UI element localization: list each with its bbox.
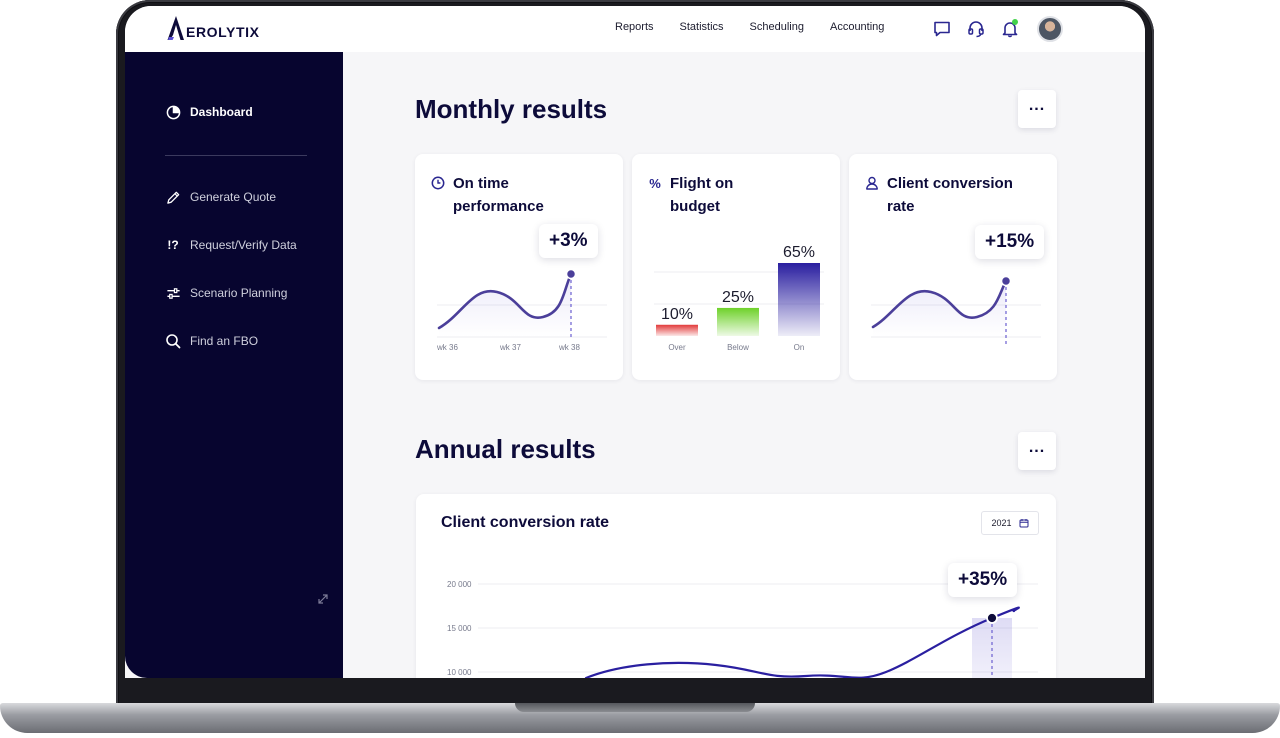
bar-value-label: 10%: [661, 306, 693, 323]
clock-icon: [431, 176, 445, 190]
monthly-results-title: Monthly results: [415, 94, 608, 124]
nav-statistics[interactable]: Statistics: [679, 21, 724, 33]
client-conversion-chart: [871, 275, 1041, 344]
on-time-chart: wk 36 wk 37 wk 38: [436, 268, 607, 352]
annual-results-title: Annual results: [415, 434, 596, 464]
annual-card-title: Client conversion rate: [441, 514, 610, 531]
logo-text: EROLYTIX: [186, 24, 260, 40]
nav-accounting[interactable]: Accounting: [829, 21, 885, 33]
logo-mark-icon: [167, 16, 184, 40]
pencil-icon: [165, 189, 181, 205]
laptop-notch: [515, 703, 755, 712]
user-icon: [865, 176, 879, 190]
annual-conversion-card: Client conversion rate 2021 20 000 15 00…: [416, 494, 1056, 678]
y-tick-label: 20 000: [447, 580, 472, 589]
sidebar-item-label: Generate Quote: [190, 190, 277, 204]
card-header: Client conversion rate: [865, 172, 1013, 218]
annual-conversion-chart: 20 000 15 000 10 000: [447, 580, 1038, 678]
sidebar-item-scenario-planning[interactable]: Scenario Planning: [165, 285, 287, 301]
top-nav: Reports Statistics Scheduling Accounting: [615, 21, 884, 33]
collapse-sidebar-icon[interactable]: [317, 592, 329, 610]
card-title: Flight on budget: [670, 172, 733, 218]
card-flight-on-budget: % Flight on budget 10% Over 25% Below 65% On: [632, 154, 840, 380]
x-tick-label: On: [794, 343, 805, 352]
card-title-line: Client conversion: [887, 175, 1013, 192]
notification-dot: [1012, 19, 1018, 25]
card-title-line: On time: [453, 175, 509, 192]
top-bar: EROLYTIX Reports Statistics Scheduling A…: [125, 6, 1145, 52]
headset-icon[interactable]: [965, 18, 987, 40]
card-title-line: budget: [670, 198, 720, 215]
bar-over: [656, 324, 698, 336]
card-title-line: rate: [887, 198, 915, 215]
bar-value-label: 65%: [783, 244, 815, 261]
card-title: Client conversion rate: [887, 172, 1013, 218]
sidebar: Dashboard Generate Quote !? Request/Veri…: [125, 52, 343, 678]
sidebar-item-label: Request/Verify Data: [190, 238, 297, 252]
avatar[interactable]: [1037, 16, 1063, 42]
bar-value-label: 25%: [722, 289, 754, 306]
highlight-point: [1000, 275, 1012, 287]
logo[interactable]: EROLYTIX: [167, 15, 260, 41]
pie-chart-icon: [165, 104, 181, 120]
nav-reports[interactable]: Reports: [615, 21, 654, 33]
chat-icon[interactable]: [931, 18, 953, 40]
value-tooltip: +15%: [975, 225, 1045, 259]
year-picker[interactable]: 2021: [981, 511, 1039, 535]
value-tooltip: +35%: [948, 563, 1018, 597]
card-title-line: performance: [453, 198, 544, 215]
sidebar-item-request-verify-data[interactable]: !? Request/Verify Data: [165, 237, 297, 253]
y-tick-label: 15 000: [447, 624, 472, 633]
series-line: [437, 272, 573, 330]
app-screen: EROLYTIX Reports Statistics Scheduling A…: [125, 6, 1145, 678]
area-fill: [439, 274, 571, 337]
sidebar-item-label: Scenario Planning: [190, 286, 288, 300]
nav-scheduling[interactable]: Scheduling: [749, 21, 804, 33]
search-icon: [165, 333, 181, 349]
sidebar-item-generate-quote[interactable]: Generate Quote: [165, 189, 276, 205]
monthly-more-button[interactable]: ...: [1018, 90, 1056, 128]
top-icons: [931, 16, 1063, 42]
sidebar-item-dashboard[interactable]: Dashboard: [165, 104, 253, 120]
x-tick-label: wk 36: [436, 343, 458, 352]
card-title-line: Flight on: [670, 175, 734, 192]
sidebar-item-label: Dashboard: [190, 105, 253, 119]
x-tick-label: Over: [668, 343, 686, 352]
more-icon: ...: [1028, 439, 1046, 456]
year-value: 2021: [991, 518, 1012, 528]
flight-budget-chart: 10% Over 25% Below 65% On: [654, 244, 824, 352]
x-tick-label: wk 38: [558, 343, 580, 352]
card-header: % Flight on budget: [648, 172, 733, 218]
bar-below: [717, 307, 759, 336]
exclaim-question-icon: !?: [167, 238, 179, 252]
value-tooltip: +3%: [539, 224, 598, 258]
sidebar-divider: [165, 155, 307, 156]
percent-icon: %: [649, 175, 661, 191]
sliders-icon: [165, 285, 181, 301]
card-client-conversion: Client conversion rate +15%: [849, 154, 1057, 380]
bar-on: [778, 263, 820, 336]
sidebar-item-label: Find an FBO: [190, 334, 259, 348]
card-header: On time performance: [431, 172, 544, 218]
sidebar-item-find-fbo[interactable]: Find an FBO: [165, 333, 258, 349]
y-tick-label: 10 000: [447, 668, 472, 677]
card-title: On time performance: [453, 172, 544, 218]
series-line: [871, 279, 1008, 329]
series-line: [584, 606, 1020, 678]
bell-icon[interactable]: [999, 18, 1021, 40]
card-on-time-performance: On time performance wk 36 wk 37 wk 38 +3…: [415, 154, 623, 380]
area-fill: [873, 281, 1006, 337]
x-tick-label: wk 37: [499, 343, 521, 352]
highlight-point: [986, 612, 998, 624]
more-icon: ...: [1028, 97, 1046, 114]
highlight-point: [565, 268, 577, 280]
annual-more-button[interactable]: ...: [1018, 432, 1056, 470]
x-tick-label: Below: [727, 343, 749, 352]
calendar-icon: [1019, 519, 1029, 528]
